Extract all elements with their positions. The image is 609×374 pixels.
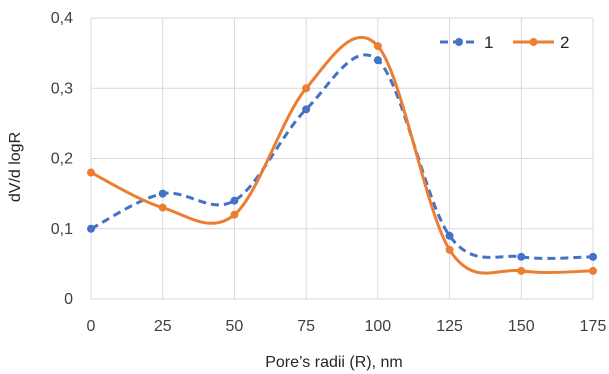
x-tick-label: 100 <box>365 318 392 335</box>
y-tick-label: 0,1 <box>51 221 73 238</box>
y-tick-label: 0 <box>64 291 73 308</box>
x-axis-label: Pore’s radii (R), nm <box>265 354 403 371</box>
data-point <box>158 189 167 198</box>
data-point <box>373 56 382 65</box>
legend-label: 2 <box>560 33 569 52</box>
data-point <box>517 252 526 261</box>
grid-lines <box>90 17 594 300</box>
legend-item-1: 1 <box>440 33 493 52</box>
series-layer <box>87 36 597 275</box>
y-tick-label: 0,2 <box>51 151 73 168</box>
data-point <box>87 168 95 177</box>
legend-label: 1 <box>484 33 493 52</box>
series-line-2 <box>89 36 595 275</box>
data-point <box>87 224 95 233</box>
data-point <box>230 196 239 205</box>
data-point <box>517 266 526 275</box>
x-tick-label: 0 <box>87 318 96 335</box>
y-axis-label: dV/d logR <box>7 132 24 202</box>
data-point <box>445 231 454 240</box>
x-tick-label: 75 <box>297 318 315 335</box>
x-tick-label: 25 <box>154 318 172 335</box>
legend-item-2: 2 <box>513 33 569 52</box>
series-2 <box>87 36 597 275</box>
data-point <box>445 245 454 254</box>
data-point <box>589 252 597 261</box>
series-line-1 <box>90 53 594 260</box>
data-point <box>230 210 239 219</box>
series-1 <box>87 53 597 261</box>
legend-marker <box>529 38 538 46</box>
legend-marker <box>455 38 463 46</box>
x-tick-label: 175 <box>580 318 607 335</box>
x-tick-label: 50 <box>226 318 244 335</box>
tick-labels: 0 0,1 0,2 0,3 0,4 0 25 50 75 100 125 150 175 <box>51 10 607 335</box>
data-point <box>302 105 311 114</box>
x-tick-label: 125 <box>436 318 463 335</box>
data-point <box>373 42 382 51</box>
y-tick-label: 0,4 <box>51 10 73 27</box>
y-tick-label: 0,3 <box>51 80 73 97</box>
data-point <box>589 266 597 275</box>
data-point <box>158 203 167 212</box>
x-tick-label: 150 <box>508 318 535 335</box>
data-point <box>302 84 311 93</box>
